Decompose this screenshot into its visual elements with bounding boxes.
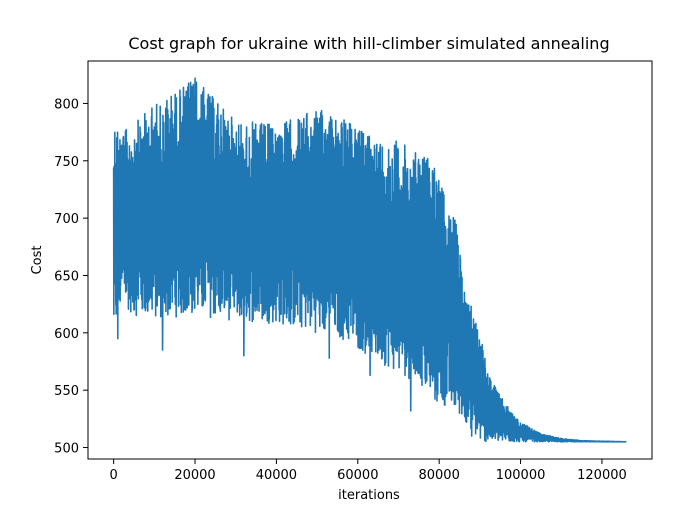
x-axis-label: iterations bbox=[338, 488, 400, 503]
x-tick-label: 80000 bbox=[418, 468, 459, 483]
x-tick-label: 0 bbox=[109, 468, 117, 483]
y-tick-label: 800 bbox=[54, 97, 79, 112]
y-tick-label: 750 bbox=[54, 155, 79, 170]
x-tick-label: 100000 bbox=[496, 468, 546, 483]
x-tick-label: 40000 bbox=[256, 468, 297, 483]
x-tick-label: 120000 bbox=[577, 468, 627, 483]
y-tick-label: 600 bbox=[54, 327, 79, 342]
y-axis: 500 550 600 650 700 750 800 bbox=[54, 97, 88, 457]
y-axis-label: Cost bbox=[30, 246, 45, 275]
cost-series-line bbox=[112, 77, 627, 443]
plot-area bbox=[112, 77, 627, 443]
y-tick-label: 700 bbox=[54, 212, 79, 227]
y-tick-label: 500 bbox=[54, 442, 79, 457]
x-tick-label: 60000 bbox=[337, 468, 378, 483]
axes-frame bbox=[87, 60, 653, 460]
y-tick-label: 550 bbox=[54, 384, 79, 399]
y-tick-label: 650 bbox=[54, 269, 79, 284]
chart-title: Cost graph for ukraine with hill-climber… bbox=[128, 34, 609, 53]
x-axis: 0 20000 40000 60000 80000 100000 120000 bbox=[109, 459, 627, 483]
x-tick-label: 20000 bbox=[174, 468, 215, 483]
